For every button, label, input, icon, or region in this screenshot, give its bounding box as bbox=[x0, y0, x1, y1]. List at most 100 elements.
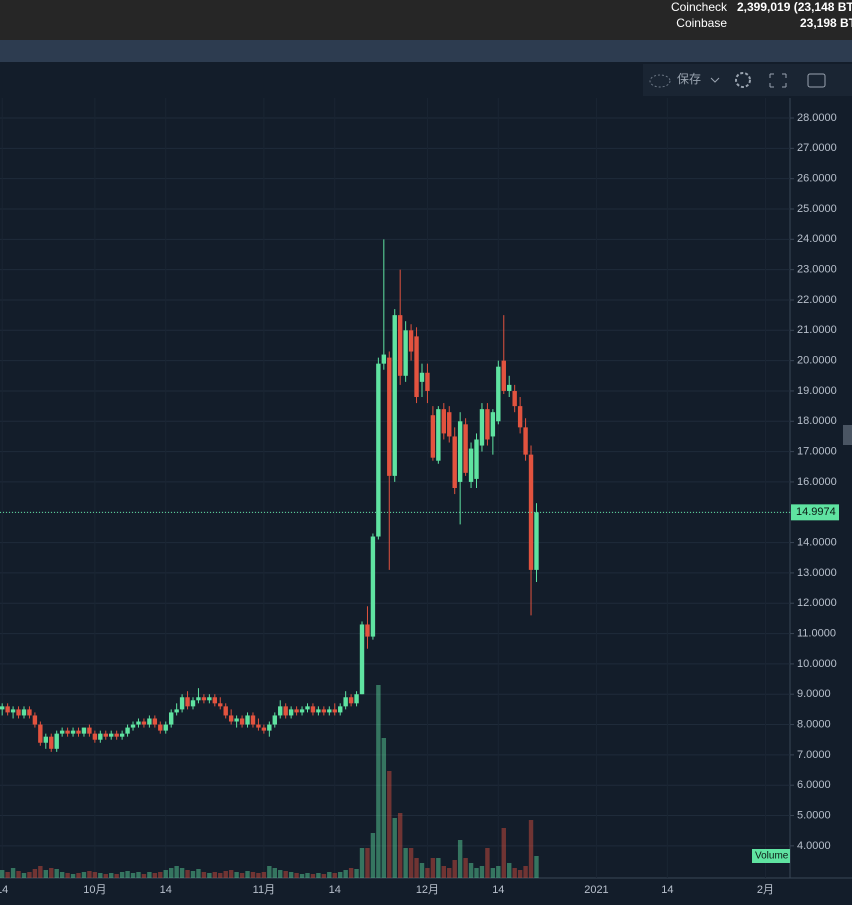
candle-body bbox=[59, 730, 65, 734]
x-tick-label: 14 bbox=[0, 884, 8, 896]
candle-body bbox=[174, 709, 179, 713]
volume-bar bbox=[267, 866, 272, 878]
volume-bar bbox=[370, 833, 376, 878]
candle-body bbox=[250, 715, 256, 725]
volume-bar bbox=[294, 873, 299, 878]
volume-label: Volume bbox=[755, 851, 789, 862]
volume-bar bbox=[119, 872, 125, 878]
volume-bar bbox=[109, 873, 114, 878]
volume-bar bbox=[474, 868, 479, 878]
candle-body bbox=[370, 536, 376, 637]
candle-body bbox=[365, 624, 370, 637]
x-tick-label: 2月 bbox=[757, 884, 774, 896]
candle-body bbox=[65, 730, 70, 734]
y-tick-label: 9.0000 bbox=[797, 688, 831, 700]
candle-body bbox=[141, 721, 147, 725]
y-tick-label: 7.0000 bbox=[797, 749, 831, 761]
volume-bar bbox=[485, 848, 490, 878]
candle-body bbox=[310, 706, 316, 713]
candle-body bbox=[223, 706, 228, 716]
candle-body bbox=[185, 697, 190, 707]
settings-icon[interactable] bbox=[735, 72, 751, 88]
candle-body bbox=[245, 715, 250, 725]
candle-body bbox=[92, 733, 98, 740]
volume-bar bbox=[316, 873, 321, 878]
volume-bar bbox=[441, 866, 446, 878]
last-price-box bbox=[791, 504, 839, 521]
volume-bar bbox=[447, 868, 452, 878]
volume-bar bbox=[168, 868, 174, 878]
camera-icon[interactable] bbox=[807, 73, 826, 88]
top-bar bbox=[0, 0, 852, 40]
candle-body bbox=[288, 709, 294, 716]
candle-body bbox=[163, 724, 168, 731]
candle-body bbox=[201, 697, 207, 701]
candle-body bbox=[119, 733, 125, 737]
candle-body bbox=[158, 724, 163, 731]
candle-body bbox=[38, 724, 43, 743]
volume-bar bbox=[130, 873, 136, 878]
volume-bar bbox=[338, 872, 343, 878]
candle-body bbox=[397, 315, 403, 376]
volume-bar bbox=[479, 866, 485, 878]
save-button[interactable]: 保存 bbox=[649, 72, 720, 88]
candle-body bbox=[512, 390, 517, 407]
x-tick-label: 11月 bbox=[253, 884, 275, 896]
y-tick-label: 6.0000 bbox=[797, 779, 831, 791]
candle-body bbox=[10, 709, 16, 713]
volume-bar bbox=[348, 868, 354, 878]
volume-bar bbox=[218, 873, 223, 878]
candle-body bbox=[387, 357, 392, 476]
volume-bar bbox=[228, 870, 234, 878]
volume-bar bbox=[523, 866, 528, 878]
volume-bar bbox=[517, 870, 523, 878]
candle-body bbox=[392, 315, 397, 476]
candle-body bbox=[207, 697, 212, 701]
volume-bar bbox=[0, 870, 5, 878]
volume-bar bbox=[278, 870, 283, 878]
y-tick-label: 8.0000 bbox=[797, 718, 831, 730]
volume-bar bbox=[87, 871, 92, 878]
fullscreen-icon[interactable] bbox=[769, 73, 787, 88]
candle-body bbox=[468, 448, 474, 482]
volume-bar bbox=[408, 848, 414, 878]
candle-body bbox=[327, 709, 332, 713]
exchange-value: 23,198 BT bbox=[800, 16, 852, 30]
y-tick-label: 28.0000 bbox=[797, 112, 837, 124]
candle-body bbox=[376, 363, 381, 537]
volume-bar bbox=[234, 872, 239, 878]
candle-body bbox=[212, 697, 218, 704]
candle-body bbox=[261, 727, 267, 731]
candle-body bbox=[507, 384, 512, 391]
volume-bar bbox=[32, 869, 38, 878]
candle-body bbox=[32, 715, 38, 725]
candle-body bbox=[98, 733, 103, 740]
candle-body bbox=[381, 354, 387, 364]
volume-bar bbox=[381, 738, 387, 878]
toolbar-group bbox=[643, 64, 852, 96]
volume-bar bbox=[359, 848, 365, 878]
volume-bar bbox=[27, 872, 32, 878]
volume-bar bbox=[141, 874, 147, 878]
candle-body bbox=[338, 706, 343, 713]
candle-body bbox=[228, 715, 234, 722]
volume-bar bbox=[49, 868, 54, 878]
volume-bar bbox=[430, 858, 436, 878]
candle-body bbox=[283, 706, 288, 716]
volume-bar bbox=[245, 871, 250, 878]
candle-body bbox=[168, 712, 174, 725]
volume-bar bbox=[10, 868, 16, 878]
candle-body bbox=[130, 724, 136, 728]
x-tick-label: 12月 bbox=[416, 884, 439, 896]
candle-body bbox=[76, 730, 81, 734]
candle-body bbox=[425, 372, 430, 391]
volume-bar bbox=[392, 818, 397, 878]
candle-body bbox=[21, 709, 27, 716]
y-tick-label: 14.0000 bbox=[797, 536, 837, 548]
y-tick-label: 22.0000 bbox=[797, 294, 837, 306]
scroll-handle[interactable] bbox=[843, 425, 852, 445]
y-tick-label: 12.0000 bbox=[797, 597, 837, 609]
save-label[interactable]: 保存 bbox=[677, 72, 701, 86]
